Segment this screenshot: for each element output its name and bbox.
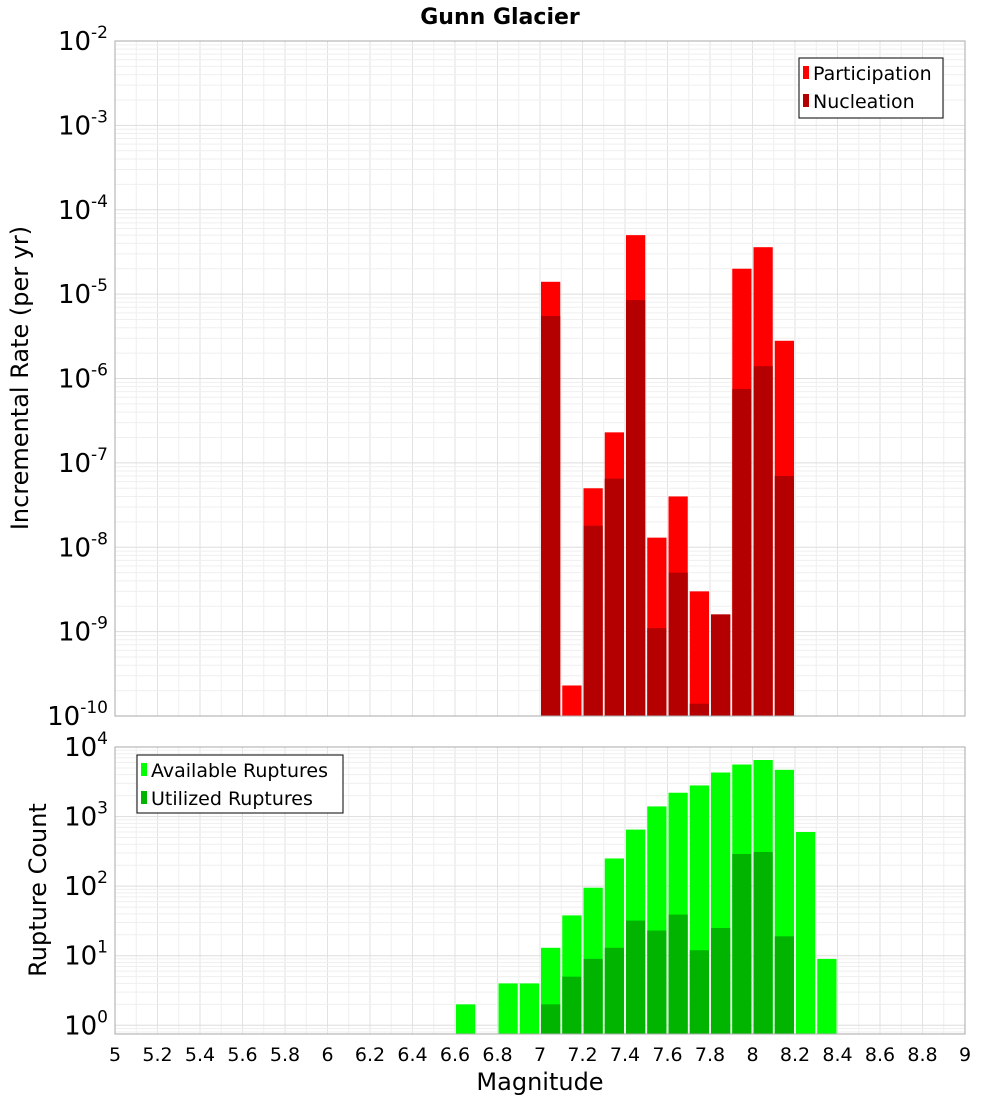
y-tick-labels: 100 101 102 103 104 [64, 729, 108, 1041]
bar-utilized [732, 853, 752, 1034]
chart-title: Gunn Glacier [420, 5, 580, 30]
y-tick-label: 102 [64, 868, 108, 902]
plot-border [114, 40, 966, 717]
x-tick-label: 5.8 [270, 1044, 300, 1066]
x-tick-label: 7.8 [695, 1044, 725, 1066]
bar-nucleation [774, 475, 794, 716]
legend-label: Available Ruptures [151, 760, 328, 782]
legend: Participation Nucleation [798, 57, 944, 119]
bar-nucleation [583, 525, 603, 716]
legend-label: Utilized Ruptures [151, 788, 313, 810]
x-tick-label: 6 [321, 1044, 333, 1066]
bar-utilized [668, 914, 688, 1034]
y-tick-labels: 10-10 10-9 10-8 10-7 10-6 10-5 10-4 10-3 10-2 [47, 23, 108, 732]
y-tick-label: 10-5 [58, 276, 108, 310]
legend-label: Nucleation [813, 91, 915, 113]
x-tick-label: 5.2 [142, 1044, 172, 1066]
y-tick-label: 10-10 [47, 698, 108, 732]
x-tick-label: 7.2 [567, 1044, 597, 1066]
y-tick-label: 10-4 [58, 192, 108, 226]
bar-nucleation [626, 300, 646, 716]
legend-swatch [803, 94, 809, 107]
bar-participation [562, 685, 582, 716]
grid [114, 40, 966, 717]
bar-utilized [711, 928, 731, 1034]
x-tick-label: 8.6 [865, 1044, 895, 1066]
legend-swatch [141, 763, 147, 776]
bar-nucleation [541, 316, 561, 716]
y-tick-label: 104 [64, 729, 108, 763]
bar-available [796, 832, 816, 1034]
x-tick-label: 9 [959, 1044, 971, 1066]
y-tick-label: 10-3 [58, 107, 108, 141]
x-tick-label: 8.4 [822, 1044, 852, 1066]
x-tick-label: 5.4 [185, 1044, 215, 1066]
y-tick-label: 10-9 [58, 614, 108, 648]
x-tick-label: 7.4 [610, 1044, 640, 1066]
x-tick-label: 6.6 [440, 1044, 470, 1066]
bars [541, 235, 794, 716]
x-axis-title: Magnitude [476, 1068, 603, 1096]
x-tick-label: 8.8 [907, 1044, 937, 1066]
y-tick-label: 101 [64, 938, 108, 972]
bar-utilized [774, 936, 794, 1034]
bar-nucleation [753, 366, 773, 716]
x-tick-label: 6.2 [355, 1044, 385, 1066]
y-tick-label: 10-8 [58, 529, 108, 563]
rupture-count-panel: 100 101 102 103 104 5 5.2 5.4 5.6 5.8 6 6.2 6.4 6.6 6.… [64, 729, 971, 1066]
bar-available [519, 983, 539, 1034]
x-tick-labels: 5 5.2 5.4 5.6 5.8 6 6.2 6.4 6.6 6.8 7 7.2 7.4 7.6 7.8 8… [109, 1044, 971, 1066]
legend: Available Ruptures Utilized Ruptures [136, 754, 344, 814]
x-tick-label: 7.6 [652, 1044, 682, 1066]
bar-utilized [626, 920, 646, 1034]
bar-participation [689, 591, 709, 716]
bar-utilized [647, 930, 667, 1034]
bar-utilized [604, 947, 624, 1034]
bar-nucleation [668, 572, 688, 716]
x-tick-label: 8 [746, 1044, 758, 1066]
x-tick-label: 6.4 [397, 1044, 427, 1066]
y-tick-label: 100 [64, 1007, 108, 1041]
y-tick-label: 10-2 [58, 23, 108, 57]
bar-nucleation [711, 614, 731, 716]
legend-label: Participation [813, 63, 932, 85]
x-tick-label: 8.2 [780, 1044, 810, 1066]
bar-utilized [541, 1004, 561, 1034]
bar-available [498, 983, 518, 1034]
bar-nucleation [604, 478, 624, 716]
legend-swatch [141, 791, 147, 804]
x-tick-label: 6.8 [482, 1044, 512, 1066]
y-tick-label: 10-6 [58, 361, 108, 395]
bar-utilized [583, 958, 603, 1034]
bar-utilized [562, 976, 582, 1034]
bar-utilized [689, 950, 709, 1034]
rate-panel: 10-10 10-9 10-8 10-7 10-6 10-5 10-4 10-3 10-2 Par… [47, 23, 966, 732]
bar-utilized [753, 851, 773, 1034]
legend-box [136, 754, 344, 814]
bar-nucleation [732, 389, 752, 716]
bars [456, 760, 837, 1034]
legend-swatch [803, 66, 809, 79]
y-tick-label: 103 [64, 799, 108, 833]
legend-box [798, 57, 944, 119]
y-axis-title-count: Rupture Count [24, 803, 52, 977]
bar-nucleation [647, 628, 667, 716]
y-axis-title-rate: Incremental Rate (per yr) [6, 226, 34, 530]
bar-available [817, 958, 837, 1034]
x-tick-label: 5.6 [227, 1044, 257, 1066]
plot-border [114, 746, 966, 1035]
y-tick-label: 10-7 [58, 445, 108, 479]
x-tick-label: 7 [534, 1044, 546, 1066]
bar-available [456, 1004, 476, 1034]
bar-nucleation [689, 703, 709, 716]
x-tick-label: 5 [109, 1044, 121, 1066]
